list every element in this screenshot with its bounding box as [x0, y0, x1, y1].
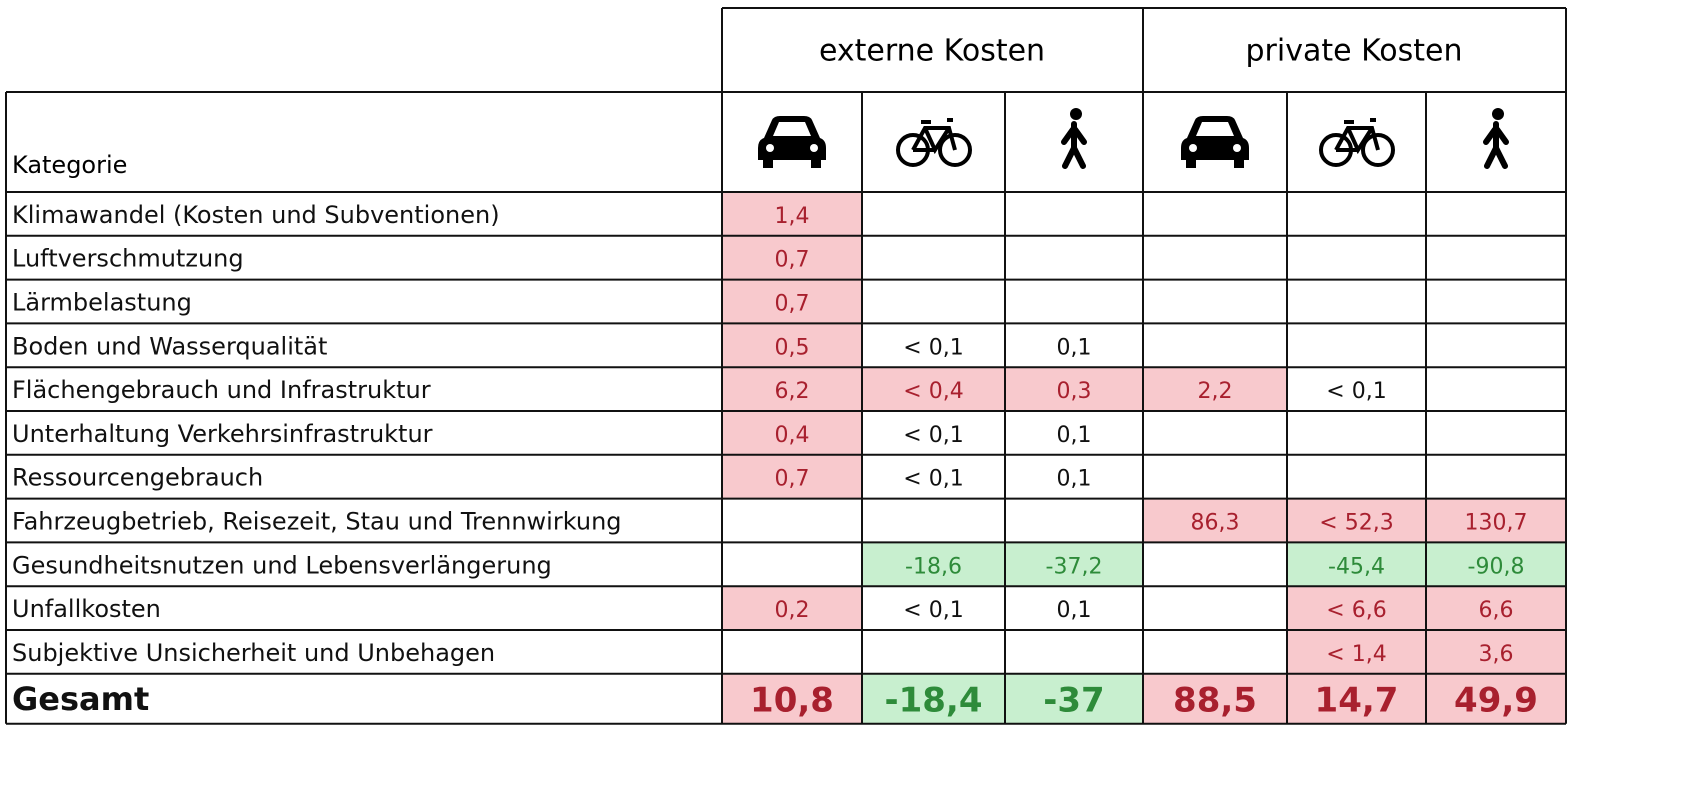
- row-label: Lärmbelastung: [12, 289, 192, 317]
- cell-value: 3,6: [1479, 642, 1514, 667]
- cell-fill: [1287, 542, 1426, 587]
- group-header: private Kosten: [1245, 34, 1462, 69]
- total-value: -37: [1043, 680, 1104, 720]
- cell-value: -18,6: [905, 554, 962, 579]
- cell-value: < 6,6: [1326, 598, 1386, 623]
- cell-fill: [1005, 673, 1143, 724]
- cell-fill: [722, 411, 862, 455]
- cell-fill: [862, 542, 1005, 587]
- cell-value: < 0,1: [1326, 379, 1386, 404]
- cell-value: 6,6: [1479, 598, 1514, 623]
- cell-fill: [1143, 673, 1287, 724]
- total-value: 88,5: [1173, 680, 1257, 720]
- cell-value: 0,1: [1057, 423, 1092, 448]
- car-icon: [1181, 116, 1249, 168]
- cell-value: < 0,1: [903, 335, 963, 360]
- cell-fill: [722, 235, 862, 280]
- cell-value: 0,1: [1057, 335, 1092, 360]
- cell-fill: [722, 367, 862, 411]
- cell-value: < 0,1: [903, 467, 963, 492]
- cell-fill: [1426, 673, 1566, 724]
- cell-fill: [1005, 367, 1143, 411]
- row-label: Gesundheitsnutzen und Lebensverlängerung: [12, 551, 552, 579]
- cell-value: 0,7: [775, 467, 810, 492]
- cell-fill: [862, 673, 1005, 724]
- cell-value: 130,7: [1465, 511, 1528, 536]
- cell-value: 1,4: [775, 204, 810, 229]
- bike-icon: [1319, 118, 1395, 167]
- group-header: externe Kosten: [819, 34, 1045, 69]
- pedestrian-icon: [1486, 108, 1506, 166]
- row-label: Subjektive Unsicherheit und Unbehagen: [12, 639, 495, 667]
- cell-fill: [1287, 586, 1426, 630]
- category-header: Kategorie: [12, 151, 127, 179]
- total-label: Gesamt: [12, 680, 149, 718]
- cell-value: 0,5: [775, 335, 810, 360]
- bike-icon: [896, 118, 972, 167]
- cell-fill: [1143, 367, 1287, 411]
- cell-value: 0,7: [775, 248, 810, 273]
- cell-fill: [1005, 542, 1143, 587]
- row-label: Unfallkosten: [12, 595, 161, 623]
- row-label: Fahrzeugbetrieb, Reisezeit, Stau und Tre…: [12, 508, 622, 536]
- row-label: Luftverschmutzung: [12, 245, 244, 273]
- cell-fill: [1426, 586, 1566, 630]
- car-icon: [758, 116, 826, 168]
- row-label: Klimawandel (Kosten und Subventionen): [12, 201, 500, 229]
- cell-value: 0,1: [1057, 598, 1092, 623]
- cell-fill: [1143, 498, 1287, 543]
- cell-value: < 0,1: [903, 598, 963, 623]
- cell-fill: [1426, 630, 1566, 674]
- cell-value: -37,2: [1046, 554, 1103, 579]
- cell-fill: [1426, 542, 1566, 587]
- cell-fill: [722, 586, 862, 630]
- cell-fill: [862, 367, 1005, 411]
- row-label: Boden und Wasserqualität: [12, 332, 327, 360]
- cell-value: 0,7: [775, 292, 810, 317]
- cell-fill: [1426, 498, 1566, 543]
- pedestrian-icon: [1064, 108, 1084, 166]
- row-label: Ressourcengebrauch: [12, 464, 263, 492]
- cell-fill: [1287, 630, 1426, 674]
- cell-value: < 52,3: [1319, 511, 1393, 536]
- cell-fill: [722, 279, 862, 324]
- cell-fill: [722, 454, 862, 499]
- cell-value: 6,2: [775, 379, 810, 404]
- total-value: 49,9: [1454, 680, 1538, 720]
- cell-value: 86,3: [1191, 511, 1240, 536]
- cell-value: < 0,4: [903, 379, 963, 404]
- cell-value: 0,1: [1057, 467, 1092, 492]
- total-value: 14,7: [1315, 680, 1399, 720]
- cell-value: < 1,4: [1326, 642, 1386, 667]
- cell-fill: [722, 323, 862, 368]
- cell-fill: [722, 673, 862, 724]
- cell-value: < 0,1: [903, 423, 963, 448]
- total-value: -18,4: [885, 680, 983, 720]
- cell-value: -45,4: [1328, 554, 1385, 579]
- cell-fill: [1287, 673, 1426, 724]
- cell-value: -90,8: [1468, 554, 1525, 579]
- cell-fill: [1287, 498, 1426, 543]
- cell-value: 2,2: [1198, 379, 1233, 404]
- row-label: Flächengebrauch und Infrastruktur: [12, 376, 431, 404]
- cell-value: 0,3: [1057, 379, 1092, 404]
- row-label: Unterhaltung Verkehrsinfrastruktur: [12, 420, 433, 448]
- total-value: 10,8: [750, 680, 834, 720]
- cell-value: 0,4: [775, 423, 810, 448]
- cell-fill: [722, 192, 862, 236]
- cell-value: 0,2: [775, 598, 810, 623]
